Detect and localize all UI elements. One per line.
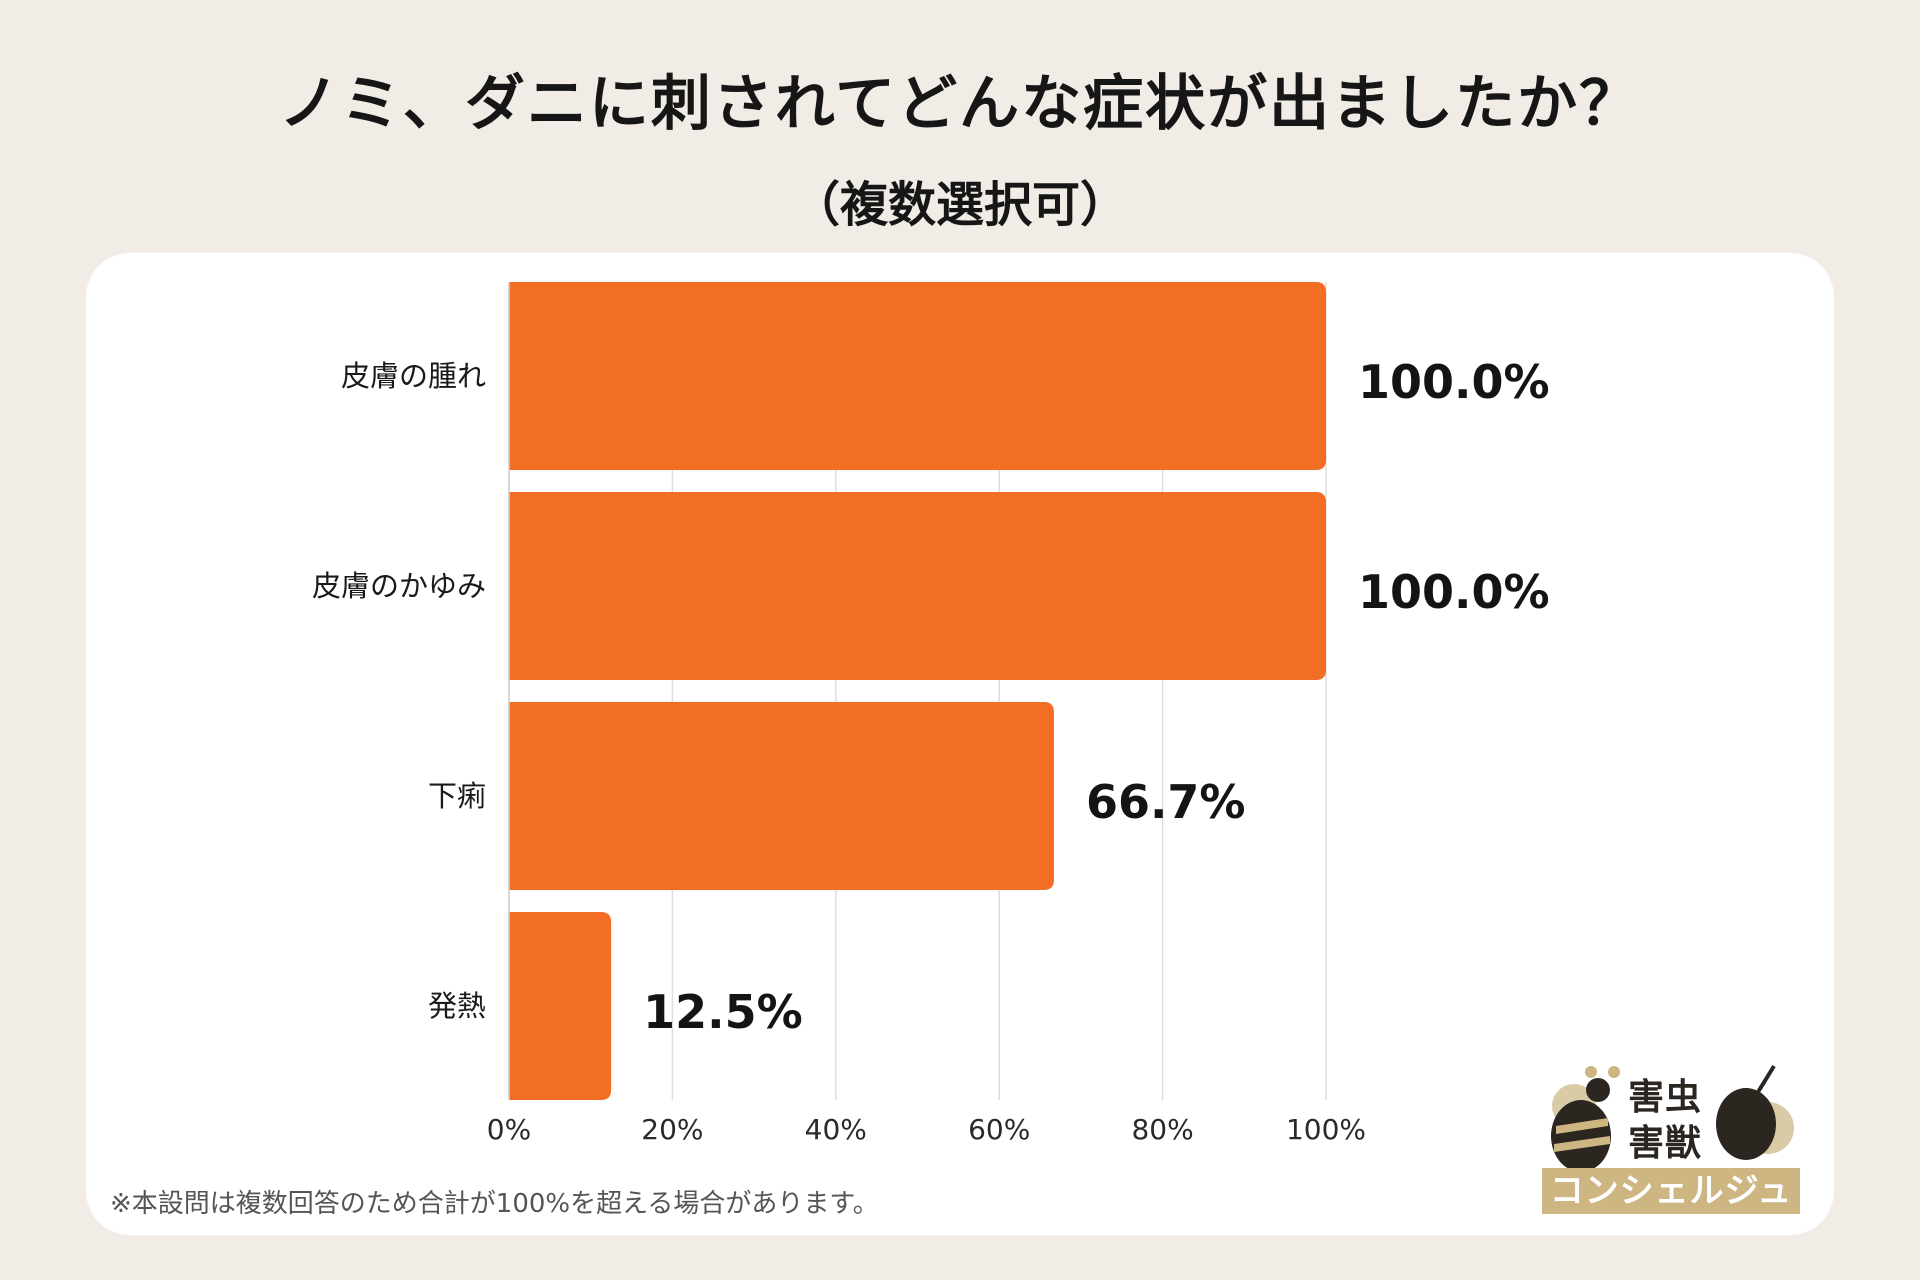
x-tick-label-4: 80% (1131, 1113, 1193, 1146)
category-label-0: 皮膚の腫れ (341, 359, 486, 393)
bar-3 (509, 912, 612, 1100)
bar-2 (509, 702, 1054, 890)
x-tick-label-5: 100% (1286, 1113, 1366, 1146)
bar-0 (509, 282, 1326, 470)
logo-text-line2: 害獣 (1628, 1123, 1703, 1164)
logo-band: コンシェルジュ (1542, 1168, 1800, 1214)
x-tick-label-1: 20% (641, 1113, 703, 1146)
value-label-3: 12.5% (643, 985, 803, 1039)
footnote: ※本設問は複数回答のため合計が100%を超える場合があります。 (110, 1189, 879, 1219)
x-tick-label-0: 0% (487, 1113, 531, 1146)
logo-text-line1: 害虫 (1628, 1077, 1703, 1118)
x-tick-label-2: 40% (805, 1113, 867, 1146)
bee-mouse-icon (1551, 1064, 1794, 1172)
chart-subtitle: （複数選択可） (791, 177, 1128, 233)
chart-title: ノミ、ダニに刺されてどんな症状が出ましたか？ (278, 69, 1642, 139)
value-label-0: 100.0% (1358, 355, 1550, 409)
bar-1 (509, 492, 1326, 680)
category-label-3: 発熱 (428, 989, 486, 1023)
value-label-2: 66.7% (1086, 775, 1246, 829)
brand-logo: 害虫 害獣 コンシェルジュ (1536, 1056, 1806, 1216)
category-label-2: 下痢 (428, 779, 486, 813)
x-tick-label-3: 60% (968, 1113, 1030, 1146)
category-label-1: 皮膚のかゆみ (312, 569, 486, 603)
value-label-1: 100.0% (1358, 565, 1550, 619)
